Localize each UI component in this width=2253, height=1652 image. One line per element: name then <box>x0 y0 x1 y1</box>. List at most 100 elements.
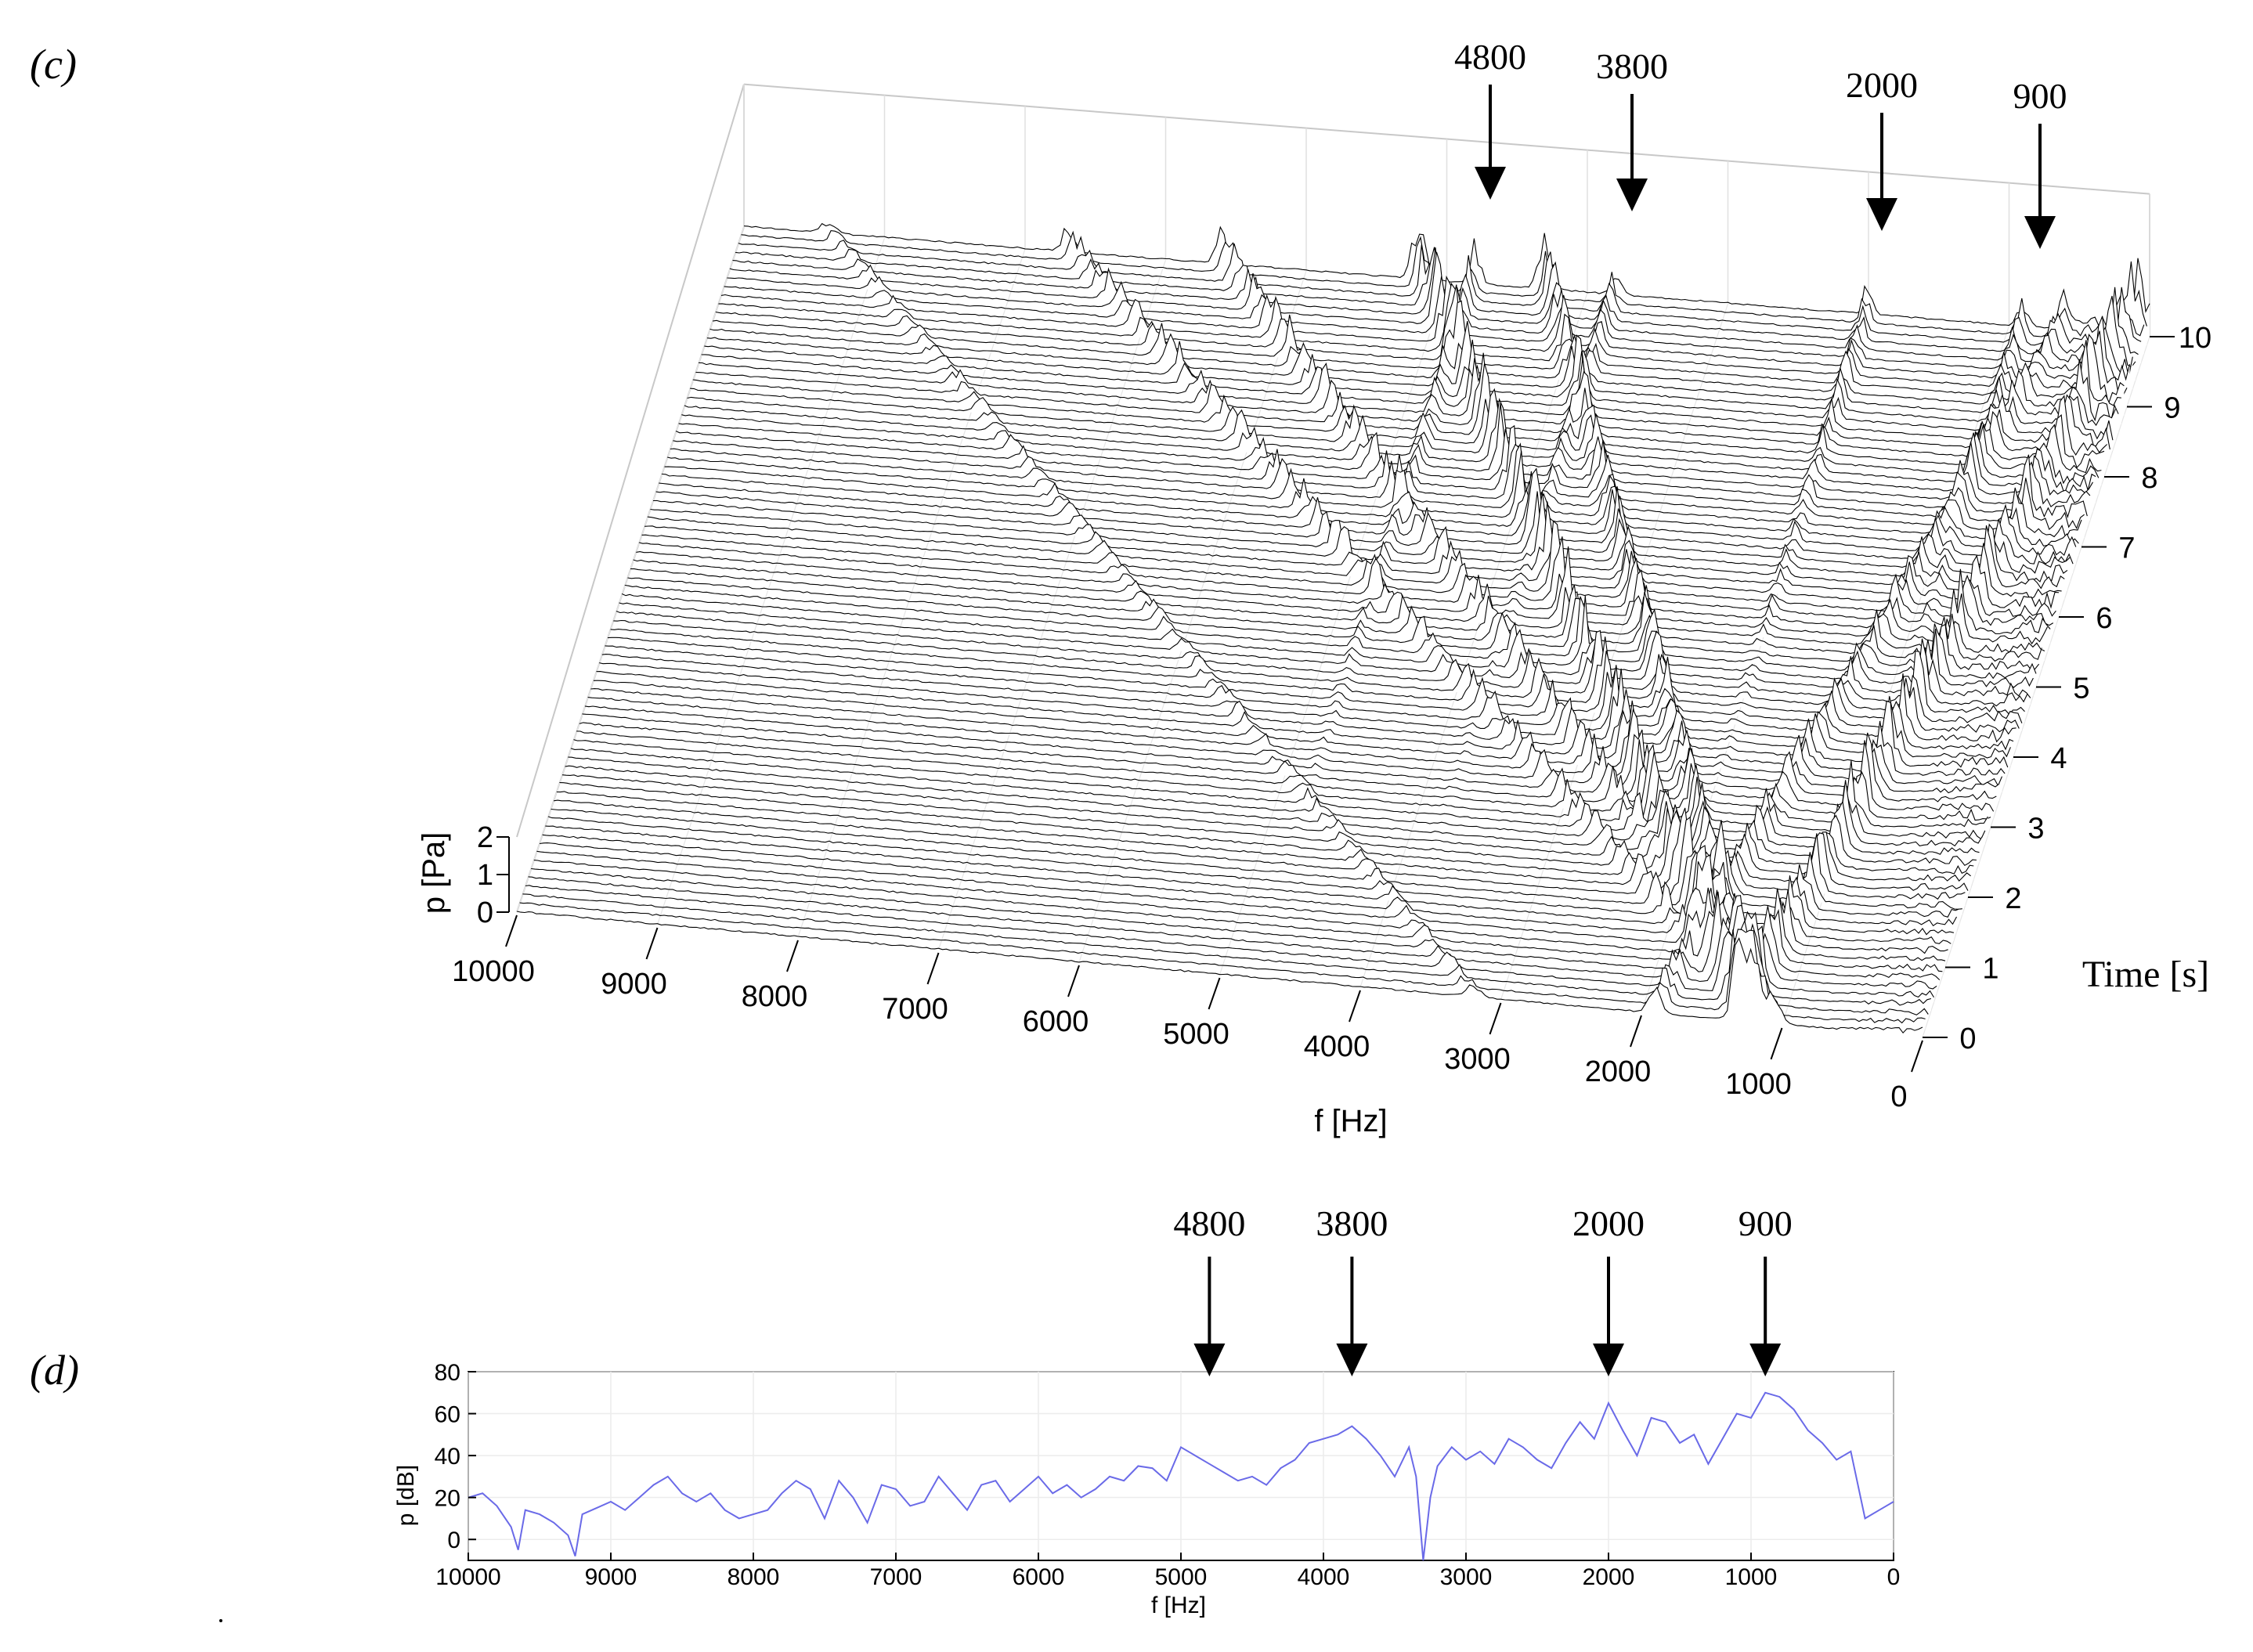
spectrum-p-tick-label: 20 <box>435 1486 460 1512</box>
waterfall-box <box>516 83 2150 1038</box>
spectrum-f-tick-label: 1000 <box>1725 1564 1778 1590</box>
spectrum-grid <box>468 1371 1894 1560</box>
waterfall-annotation-arrow-head <box>1866 198 1897 231</box>
waterfall-annotation-arrow-label: 3800 <box>1596 46 1668 86</box>
waterfall-trace <box>605 645 2011 759</box>
spectrum-annotation-arrow-head <box>1193 1344 1226 1376</box>
waterfall-trace <box>619 602 2025 716</box>
panel-d-tag: (d) <box>30 1347 79 1394</box>
waterfall-f-tick-mark <box>1630 1015 1642 1048</box>
waterfall-trace-fill <box>533 860 1940 985</box>
waterfall-f-tick-mark <box>505 914 518 947</box>
waterfall-trace <box>607 637 2014 751</box>
waterfall-trace <box>598 662 2006 777</box>
waterfall-trace <box>579 722 1986 840</box>
waterfall-trace <box>554 799 1960 918</box>
waterfall-annotation-arrow-head <box>1616 179 1648 211</box>
waterfall-f-tick-mark <box>1349 990 1361 1023</box>
waterfall-trace <box>690 388 2096 496</box>
waterfall-trace <box>701 354 2107 460</box>
waterfall-time-tick-label: 10 <box>2179 322 2211 355</box>
waterfall-p-tick-label: 1 <box>477 859 493 892</box>
waterfall-trace-fill <box>727 276 2133 390</box>
waterfall-trace <box>650 508 2056 617</box>
waterfall-trace <box>636 551 2042 662</box>
waterfall-trace-fill <box>644 525 2051 644</box>
waterfall-trace <box>533 860 1941 980</box>
waterfall-trace <box>531 867 1937 990</box>
waterfall-trace-fill <box>542 835 1948 959</box>
waterfall-trace <box>624 584 2031 698</box>
waterfall-f-tick-label: 6000 <box>1023 1005 1089 1038</box>
waterfall-trace <box>593 680 2000 794</box>
waterfall-trace-fill <box>690 388 2096 503</box>
waterfall-time-tick-label: 8 <box>2141 462 2157 495</box>
spectrum-p-tick-label: 60 <box>435 1402 460 1428</box>
waterfall-trace <box>659 482 2065 592</box>
waterfall-trace <box>704 345 2110 452</box>
waterfall-time-tick-label: 3 <box>2027 813 2044 846</box>
waterfall-trace <box>516 911 1923 1034</box>
spectrum-annotation-arrow-label: 3800 <box>1316 1203 1388 1243</box>
spectrum-f-ticks: 10000 9000 8000 7000 6000 5000 4000 3000 2000 100… <box>435 1553 1900 1590</box>
spectrum-f-tick-label: 5000 <box>1155 1564 1208 1590</box>
waterfall-trace-fill <box>551 809 1957 932</box>
waterfall-trace <box>729 251 2136 372</box>
waterfall-trace <box>678 423 2085 531</box>
waterfall-f-tick-label: 4000 <box>1304 1030 1370 1063</box>
waterfall-trace <box>706 337 2114 443</box>
waterfall-trace <box>590 688 1997 803</box>
waterfall-trace <box>638 542 2045 653</box>
spectrum-annotation-arrow-label: 2000 <box>1572 1203 1645 1243</box>
waterfall-f-tick-mark <box>645 927 659 960</box>
waterfall-f-tick-label: 9000 <box>601 968 667 1001</box>
spectrum-f-tick-label: 10000 <box>435 1564 500 1590</box>
waterfall-trace <box>587 697 1995 812</box>
waterfall-annotation-arrow-label: 900 <box>2013 76 2067 116</box>
waterfall-trace <box>613 619 2020 733</box>
waterfall-trace-fill <box>659 483 2065 600</box>
waterfall-trace-fill <box>573 739 1980 863</box>
spectrum-annotation-arrow: 3800 <box>1316 1203 1388 1376</box>
waterfall-trace <box>601 654 2009 768</box>
waterfall-trace-fill <box>525 885 1931 1012</box>
waterfall-f-ticks: 10000 9000 8000 7000 6000 5000 4000 3000 2000 100… <box>452 914 1923 1113</box>
waterfall-annotation-arrow-head <box>2024 216 2056 249</box>
spectrum-f-tick-label: 9000 <box>585 1564 637 1590</box>
spectrum-f-tick-label: 8000 <box>728 1564 780 1590</box>
waterfall-trace <box>528 876 1934 998</box>
waterfall-trace <box>522 893 1929 1015</box>
waterfall-trace <box>547 816 1955 936</box>
waterfall-annotation-arrow-head <box>1475 167 1506 200</box>
waterfall-trace <box>556 791 1962 910</box>
waterfall-annotation-arrow: 2000 <box>1846 65 1918 231</box>
waterfall-f-tick-label: 5000 <box>1163 1018 1229 1051</box>
waterfall-f-tick-mark <box>786 940 799 972</box>
waterfall-zlabel: p [Pa] <box>417 832 451 914</box>
waterfall-trace <box>647 516 2054 626</box>
spectrum-annotation-arrow-head <box>1593 1344 1624 1376</box>
waterfall-trace <box>641 534 2048 645</box>
spectrum-f-tick-label: 4000 <box>1298 1564 1350 1590</box>
waterfall-ylabel: Time [s] <box>2082 954 2209 995</box>
waterfall-trace <box>724 275 2131 389</box>
spectrum-annotations: 4800 3800 2000 900 <box>1173 1203 1793 1376</box>
waterfall-annotations: 4800 3800 2000 900 <box>1454 37 2067 249</box>
waterfall-trace <box>675 431 2082 539</box>
waterfall-f-tick-label: 3000 <box>1444 1043 1511 1076</box>
waterfall-annotation-arrow: 3800 <box>1596 46 1668 211</box>
waterfall-f-tick-mark <box>1770 1027 1783 1060</box>
waterfall-time-ticks: 0 1 2 3 4 5 6 7 8 9 10 <box>1923 322 2211 1055</box>
waterfall-trace <box>582 713 1988 828</box>
waterfall-trace <box>616 611 2023 723</box>
waterfall-p-tick-label: 0 <box>477 896 493 929</box>
waterfall-annotation-arrow-label: 2000 <box>1846 65 1918 105</box>
waterfall-trace <box>644 525 2051 635</box>
waterfall-f-tick-mark <box>1208 977 1221 1010</box>
waterfall-f-tick-mark <box>1911 1040 1923 1073</box>
spectrum-p-tick-label: 80 <box>435 1360 460 1386</box>
spectrum-f-tick-label: 3000 <box>1440 1564 1493 1590</box>
waterfall-trace <box>536 850 1943 972</box>
waterfall-trace <box>621 593 2028 707</box>
waterfall-f-tick-label: 10000 <box>452 955 535 988</box>
